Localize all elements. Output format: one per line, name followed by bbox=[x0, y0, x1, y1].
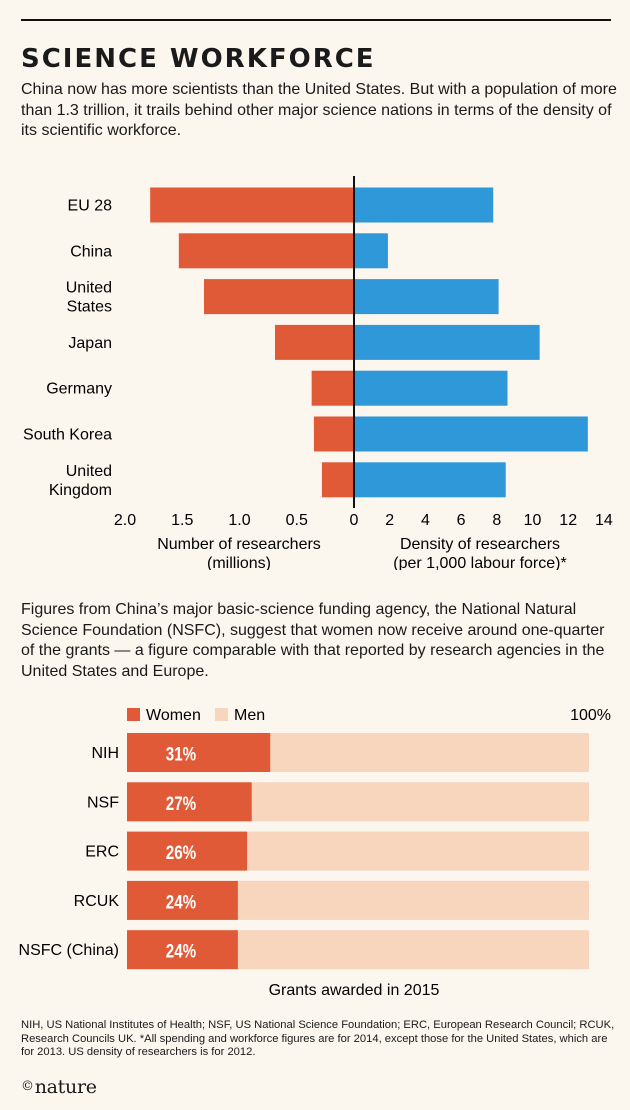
left-axis-label: (millions) bbox=[207, 555, 271, 570]
right-tick-label: 4 bbox=[421, 512, 430, 529]
legend-women-swatch bbox=[127, 708, 140, 721]
women-share-value: 24% bbox=[166, 940, 196, 962]
legend-men-swatch bbox=[215, 708, 228, 721]
left-tick-label: 2.0 bbox=[114, 512, 136, 529]
top-rule bbox=[21, 19, 611, 21]
women-share-bar bbox=[127, 782, 252, 822]
right-tick-label: 2 bbox=[385, 512, 394, 529]
category-label: Germany bbox=[46, 381, 112, 398]
women-share-bar bbox=[127, 733, 271, 772]
left-tick-label: 1.0 bbox=[228, 512, 250, 529]
researchers-count-bar bbox=[178, 233, 354, 269]
researchers-butterfly-chart: EU 28 China United States Japan Germany South … bbox=[23, 176, 613, 570]
right-tick-label: 14 bbox=[595, 512, 613, 529]
intro-text: China now has more scientists than the U… bbox=[21, 81, 617, 139]
agency-label: NSFC (China) bbox=[19, 942, 119, 959]
researchers-count-bar bbox=[274, 324, 354, 360]
category-label: South Korea bbox=[23, 427, 112, 444]
agency-label: RCUK bbox=[74, 893, 120, 910]
researchers-density-bar bbox=[354, 370, 508, 406]
researchers-density-bar bbox=[354, 279, 499, 315]
category-label: United States bbox=[66, 280, 112, 316]
left-axis-label: Number of researchers bbox=[157, 536, 321, 553]
category-label: Japan bbox=[68, 335, 112, 352]
nature-logo: ©nature bbox=[21, 1076, 97, 1098]
researchers-density-bar bbox=[354, 462, 506, 498]
section2-text: Figures from China’s major basic-science… bbox=[21, 601, 605, 680]
researchers-count-bar bbox=[313, 416, 354, 452]
researchers-count-bar bbox=[204, 279, 354, 315]
category-label: United Kingdom bbox=[49, 463, 112, 499]
women-share-bar bbox=[127, 831, 248, 871]
footnote: NIH, US National Institutes of Health; N… bbox=[21, 1019, 615, 1058]
women-share-value: 26% bbox=[166, 841, 196, 863]
right-axis-label: Density of researchers bbox=[400, 536, 560, 553]
right-tick-label: 8 bbox=[492, 512, 501, 529]
legend-women-label: Women bbox=[146, 707, 201, 724]
researchers-count-bar bbox=[150, 187, 354, 223]
left-tick-label: 0.5 bbox=[286, 512, 308, 529]
agency-label: NIH bbox=[91, 745, 119, 762]
women-share-value: 27% bbox=[166, 792, 196, 814]
legend-men-label: Men bbox=[234, 707, 265, 724]
x-axis-label: Grants awarded in 2015 bbox=[269, 982, 440, 999]
women-share-value: 24% bbox=[166, 891, 196, 913]
researchers-count-bar bbox=[311, 370, 354, 406]
right-tick-label: 6 bbox=[457, 512, 466, 529]
left-tick-label: 1.5 bbox=[171, 512, 193, 529]
right-tick-label: 10 bbox=[524, 512, 542, 529]
page-title: SCIENCE WORKFORCE bbox=[21, 44, 376, 74]
women-share-bar bbox=[127, 880, 238, 920]
right-axis-label: (per 1,000 labour force)* bbox=[393, 555, 566, 570]
max-percent-label: 100% bbox=[570, 707, 611, 724]
researchers-density-bar bbox=[354, 233, 388, 269]
grants-stacked-chart: Women Men 100% 31% NIH 27% NSF 26% ERC 24% RCUK 24%… bbox=[19, 707, 611, 999]
researchers-density-bar bbox=[354, 187, 494, 223]
agency-label: NSF bbox=[87, 794, 119, 811]
agency-label: ERC bbox=[85, 844, 119, 861]
category-label: EU 28 bbox=[68, 198, 113, 215]
researchers-density-bar bbox=[354, 324, 540, 360]
right-tick-label: 12 bbox=[559, 512, 577, 529]
left-tick-label: 0 bbox=[350, 512, 359, 529]
women-share-bar bbox=[127, 930, 238, 970]
category-label: China bbox=[70, 243, 112, 260]
researchers-density-bar bbox=[354, 416, 588, 452]
women-share-value: 31% bbox=[166, 743, 196, 765]
researchers-count-bar bbox=[321, 462, 354, 498]
